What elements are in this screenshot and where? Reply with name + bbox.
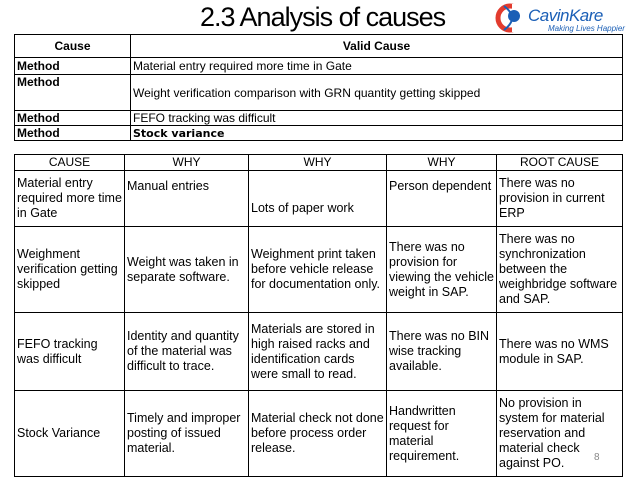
table-row: Weighment verification getting skipped W… [14,226,623,313]
slide-title: 2.3 Analysis of causes [200,2,446,32]
why-cell: Manual entries [124,170,249,227]
table-row: FEFO tracking was difficult Identity and… [14,312,623,391]
why-cell: Weighment print taken before vehicle rel… [248,226,387,313]
why-cell: Weight was taken in separate software. [124,226,249,313]
table-header-row: CAUSE WHY WHY WHY ROOT CAUSE [14,154,623,171]
cause-cell: Weighment verification getting skipped [14,226,125,313]
why-cell: Materials are stored in high raised rack… [248,312,387,391]
header-why-1: WHY [124,154,249,171]
why-cell: Handwritten request for material require… [386,390,497,477]
logo-brand: CavinKare [528,6,603,25]
header-valid-cause: Valid Cause [130,34,623,58]
root-cause-cell: There was no synchronization between the… [496,226,623,313]
header-cause: Cause [14,34,131,58]
table-row: Method FEFO tracking was difficult [14,110,623,126]
table-row: Method Stock variance [14,125,623,141]
page-number: 8 [594,452,600,463]
header-why-3: WHY [386,154,497,171]
cause-cell: Method [14,74,131,111]
why-cell: There was no provision for viewing the v… [386,226,497,313]
why-cell: Identity and quantity of the material wa… [124,312,249,391]
header-root-cause: ROOT CAUSE [496,154,623,171]
cause-cell: Method [14,110,131,126]
table-row: Method Weight verification comparison wi… [14,74,623,111]
why-cell: Material check not done before process o… [248,390,387,477]
root-cause-cell: There was no WMS module in SAP. [496,312,623,391]
logo-tagline: Making Lives Happier [548,24,625,33]
why-cell: There was no BIN wise tracking available… [386,312,497,391]
cause-cell: Method [14,57,131,75]
root-cause-cell: No provision in system for material rese… [496,390,623,477]
table-row: Stock Variance Timely and improper posti… [14,390,623,477]
header-cause: CAUSE [14,154,125,171]
valid-cause-cell: Material entry required more time in Gat… [130,57,623,75]
why-cell: Person dependent [386,170,497,227]
table-header-row: Cause Valid Cause [14,34,623,58]
why-why-analysis-table: CAUSE WHY WHY WHY ROOT CAUSE Material en… [14,154,623,477]
table-row: Material entry required more time in Gat… [14,170,623,227]
table-row: Method Material entry required more time… [14,57,623,75]
valid-cause-table: Cause Valid Cause Method Material entry … [14,34,623,141]
why-cell: Timely and improper posting of issued ma… [124,390,249,477]
cause-cell: Stock Variance [14,390,125,477]
cause-cell: Material entry required more time in Gat… [14,170,125,227]
why-cell: Lots of paper work [248,170,387,227]
valid-cause-cell: Stock variance [130,125,623,141]
valid-cause-cell: Weight verification comparison with GRN … [130,74,623,111]
header-why-2: WHY [248,154,387,171]
cavinkare-logo-icon [495,3,526,33]
cause-cell: FEFO tracking was difficult [14,312,125,391]
valid-cause-cell: FEFO tracking was difficult [130,110,623,126]
root-cause-cell: There was no provision in current ERP [496,170,623,227]
cause-cell: Method [14,125,131,141]
